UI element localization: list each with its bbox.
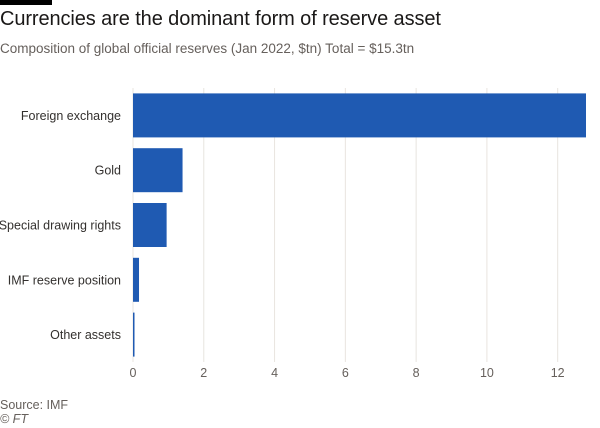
chart-subtitle: Composition of global official reserves …	[0, 41, 415, 56]
source-note: Source: IMF	[0, 398, 69, 412]
chart-title: Currencies are the dominant form of rese…	[0, 8, 441, 30]
category-label: IMF reserve position	[8, 273, 121, 287]
bar-imf-reserve-position	[133, 257, 140, 302]
bar-special-drawing-rights	[133, 203, 167, 247]
category-label: Foreign exchange	[21, 109, 121, 123]
category-label: Other assets	[50, 328, 121, 342]
x-tick-label: 4	[271, 366, 278, 380]
bar-foreign-exchange	[133, 93, 586, 138]
category-label: Special drawing rights	[0, 219, 121, 233]
category-label: Gold	[95, 164, 121, 178]
copyright-credit: © FT	[0, 412, 28, 426]
x-tick-label: 0	[130, 366, 137, 380]
brand-top-rule	[0, 0, 52, 5]
bar-other-assets	[133, 312, 135, 357]
x-tick-label: 8	[413, 366, 420, 380]
bar-gold	[133, 148, 183, 193]
x-tick-label: 12	[551, 366, 565, 380]
x-tick-label: 10	[480, 366, 494, 380]
x-tick-label: 2	[200, 366, 207, 380]
x-tick-label: 6	[342, 366, 349, 380]
